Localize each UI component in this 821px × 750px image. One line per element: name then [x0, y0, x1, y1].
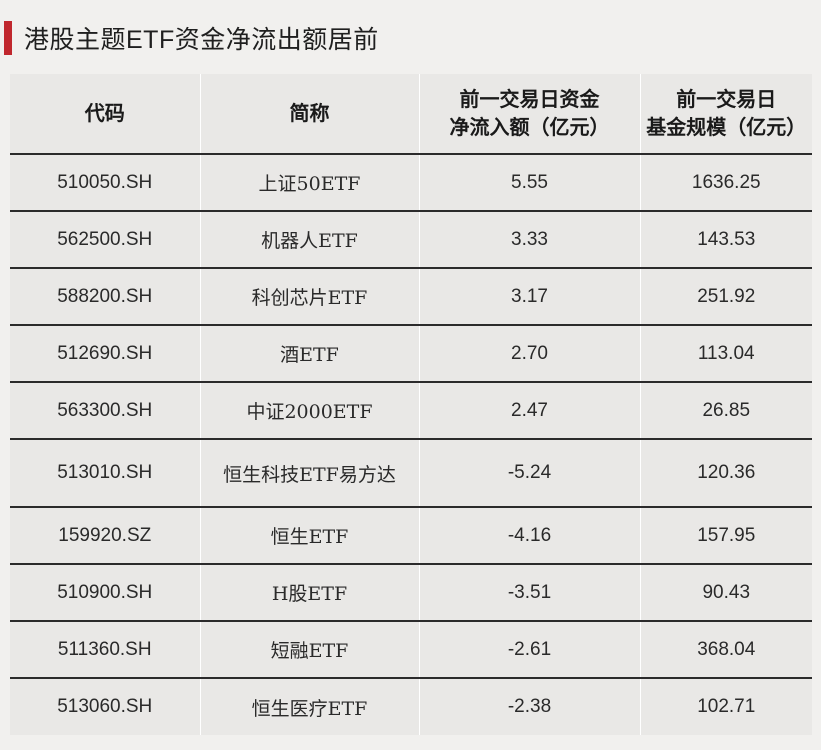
cell-fund-size: 251.92	[640, 268, 812, 326]
header-net-inflow: 前一交易日资金 净流入额（亿元）	[419, 74, 641, 155]
header-row: 代码 简称 前一交易日资金 净流入额（亿元） 前一交易日 基金规模（亿元）	[10, 74, 812, 155]
cell-code: 510900.SH	[10, 564, 201, 622]
header-name: 简称	[200, 74, 420, 155]
page-title: 港股主题ETF资金净流出额居前	[24, 26, 379, 54]
header-fund-size: 前一交易日 基金规模（亿元）	[640, 74, 812, 155]
cell-net-inflow: 2.70	[419, 325, 641, 383]
table-row: 159920.SZ 恒生ETF -4.16 157.95	[10, 507, 812, 565]
cell-fund-size: 102.71	[697, 696, 756, 717]
cell-net-inflow: 5.55	[419, 154, 641, 212]
cell-net-inflow: 3.33	[419, 211, 641, 269]
cell-code: 563300.SH	[10, 382, 201, 440]
cell-net-inflow: -5.24	[419, 439, 641, 508]
cell-fund-size: 26.85	[640, 382, 812, 440]
table-row: 510900.SH H股ETF -3.51 90.43	[10, 564, 812, 622]
table-row: 512690.SH 酒ETF 2.70 113.04	[10, 325, 812, 383]
cell-name: 上证50ETF	[200, 154, 420, 212]
title-bar: 港股主题ETF资金净流出额居前	[0, 18, 821, 58]
cell-name: 科创芯片ETF	[200, 268, 420, 326]
cell-net-inflow: -2.61	[419, 621, 641, 679]
cell-net-inflow: -4.16	[419, 507, 641, 565]
header-code: 代码	[10, 74, 201, 155]
cell-fund-size: 120.36	[640, 439, 812, 508]
cell-name: 恒生医疗ETF	[200, 678, 420, 735]
cell-name: 短融ETF	[200, 621, 420, 679]
cell-fund-size: 1636.25	[640, 154, 812, 212]
cell-name: 恒生科技ETF易方达	[200, 439, 420, 508]
cell-net-inflow: 2.47	[419, 382, 641, 440]
title-accent-bar	[4, 21, 12, 55]
table-row: 511360.SH 短融ETF -2.61 368.04	[10, 621, 812, 679]
cell-net-inflow: -3.51	[419, 564, 641, 622]
etf-outflow-table: 代码 简称 前一交易日资金 净流入额（亿元） 前一交易日 基金规模（亿元） 51…	[10, 74, 812, 735]
table-row: 563300.SH 中证2000ETF 2.47 26.85	[10, 382, 812, 440]
cell-code: 588200.SH	[10, 268, 201, 326]
table-row: 513060.SH 恒生医疗ETF -2.38 102.71	[10, 678, 812, 735]
table-row: 562500.SH 机器人ETF 3.33 143.53	[10, 211, 812, 269]
cell-fund-size: 143.53	[640, 211, 812, 269]
cell-code: 513060.SH	[10, 678, 201, 735]
cell-code: 562500.SH	[10, 211, 201, 269]
table-row: 510050.SH 上证50ETF 5.55 1636.25	[10, 154, 812, 212]
cell-name: 中证2000ETF	[200, 382, 420, 440]
cell-name: 机器人ETF	[200, 211, 420, 269]
cell-fund-size: 157.95	[640, 507, 812, 565]
cell-fund-size: 90.43	[640, 564, 812, 622]
cell-name: H股ETF	[200, 564, 420, 622]
cell-fund-size: 368.04	[640, 621, 812, 679]
cell-code: 511360.SH	[10, 621, 201, 679]
table-row: 513010.SH 恒生科技ETF易方达 -5.24 120.36	[10, 439, 812, 508]
cell-net-inflow: -2.38	[419, 678, 641, 735]
table-body: 510050.SH 上证50ETF 5.55 1636.25 562500.SH 机器人E…	[10, 154, 812, 735]
cell-name: 恒生ETF	[200, 507, 420, 565]
cell-code: 159920.SZ	[10, 507, 201, 565]
table-row: 588200.SH 科创芯片ETF 3.17 251.92	[10, 268, 812, 326]
cell-net-inflow: 3.17	[419, 268, 641, 326]
cell-name: 酒ETF	[200, 325, 420, 383]
cell-code: 513010.SH	[10, 439, 201, 508]
cell-code: 510050.SH	[10, 154, 201, 212]
cell-fund-size: 113.04	[640, 325, 812, 383]
table-header: 代码 简称 前一交易日资金 净流入额（亿元） 前一交易日 基金规模（亿元）	[10, 74, 812, 155]
cell-code: 512690.SH	[10, 325, 201, 383]
